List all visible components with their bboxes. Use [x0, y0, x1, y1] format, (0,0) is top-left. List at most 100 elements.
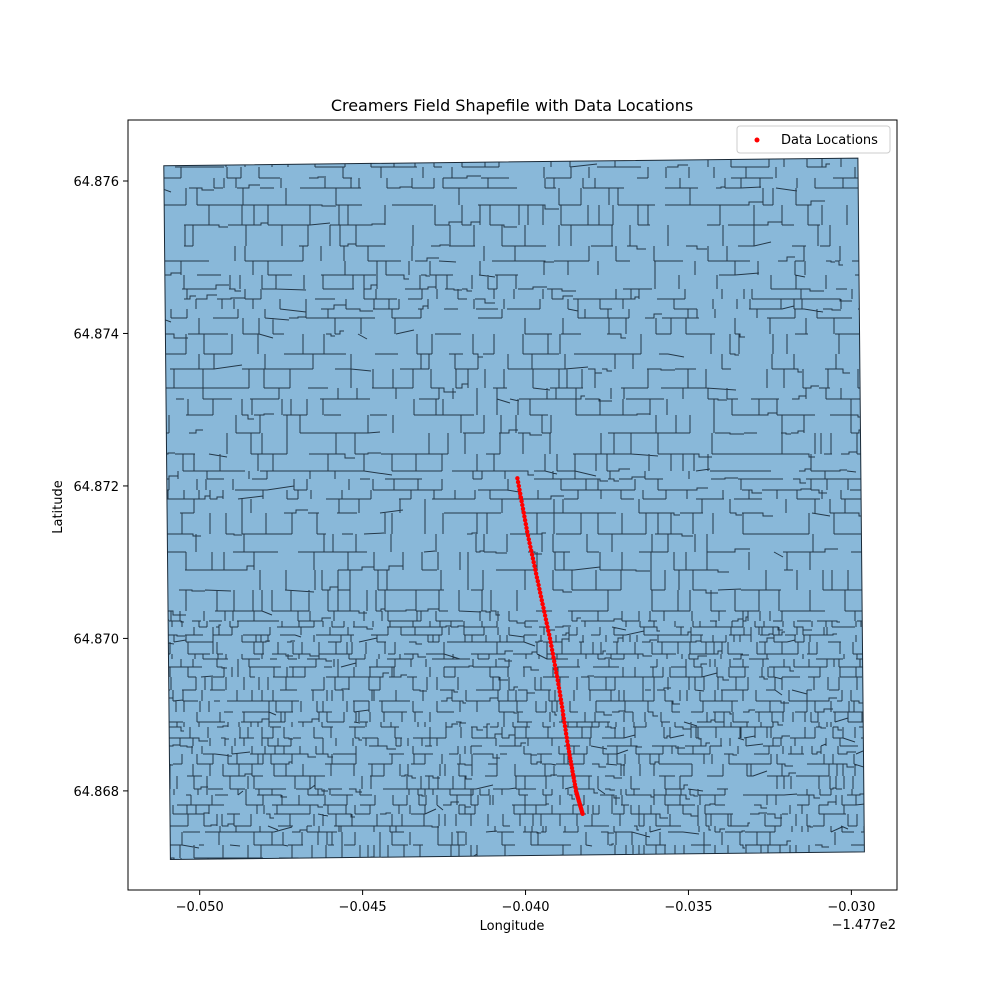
data-location-point — [515, 479, 521, 485]
data-location-point — [545, 624, 550, 630]
x-axis-offset-label: −1.477e2 — [832, 918, 896, 933]
data-location-point — [542, 613, 548, 618]
data-location-point — [559, 704, 565, 710]
data-location-point — [557, 689, 562, 694]
legend-box — [736, 125, 891, 154]
data-location-point — [563, 731, 569, 736]
data-location-point — [550, 651, 555, 656]
data-location-point — [515, 476, 520, 481]
data-location-point — [572, 778, 577, 784]
data-location-point — [520, 506, 526, 511]
data-location-point — [543, 617, 549, 622]
data-location-point — [556, 685, 562, 691]
data-location-point — [519, 499, 524, 504]
data-location-point — [551, 655, 556, 660]
data-location-point — [546, 628, 551, 633]
legend-label: Data Locations — [781, 133, 878, 148]
x-tick-label: −0.035 — [664, 900, 712, 915]
data-location-point — [517, 487, 522, 492]
legend: Data Locations — [736, 125, 891, 154]
data-location-point — [549, 647, 555, 653]
data-location-point — [524, 525, 529, 531]
data-location-point — [553, 666, 558, 672]
x-tick-label: −0.040 — [501, 900, 549, 915]
data-location-point — [518, 495, 524, 500]
data-location-point — [558, 697, 564, 702]
data-location-point — [540, 601, 545, 607]
x-tick-label: −0.045 — [339, 900, 387, 915]
data-location-point — [561, 712, 566, 717]
x-axis-ticks: −0.050 −0.045 −0.040 −0.035 −0.030 — [176, 890, 875, 915]
x-axis-title: Longitude — [480, 919, 545, 934]
data-location-point — [573, 785, 578, 790]
data-location-point — [568, 759, 573, 764]
data-location-point — [529, 548, 534, 553]
data-location-point — [563, 727, 568, 733]
data-location-point — [547, 632, 552, 637]
y-tick-label: 64.876 — [74, 175, 120, 190]
data-location-point — [565, 739, 570, 744]
data-location-point — [541, 605, 546, 611]
data-location-point — [556, 682, 561, 687]
data-location-point — [523, 521, 528, 527]
data-location-point — [533, 567, 538, 572]
data-location-point — [548, 640, 553, 645]
data-location-point — [516, 483, 521, 489]
data-location-point — [580, 811, 585, 816]
data-location-point — [539, 598, 544, 603]
y-tick-label: 64.874 — [74, 327, 120, 342]
data-location-point — [568, 756, 573, 761]
data-location-point — [552, 659, 557, 664]
data-location-point — [571, 775, 576, 780]
data-location-point — [564, 735, 569, 740]
data-location-point — [533, 571, 539, 576]
x-tick-label: −0.030 — [827, 900, 875, 915]
data-location-point — [526, 537, 531, 542]
data-location-point — [538, 590, 543, 595]
data-location-point — [558, 693, 563, 698]
data-location-point — [554, 674, 560, 679]
data-location-point — [552, 662, 558, 668]
data-location-point — [537, 586, 542, 592]
data-location-point — [549, 643, 554, 649]
data-location-point — [555, 678, 560, 683]
data-location-point — [534, 575, 540, 580]
y-tick-label: 64.870 — [74, 632, 120, 647]
y-tick-label: 64.872 — [74, 480, 120, 495]
data-locations-series — [515, 476, 585, 816]
data-location-point — [562, 723, 568, 729]
y-tick-label: 64.868 — [74, 785, 120, 800]
parcel-boundary-lines — [163, 158, 865, 860]
data-location-point — [525, 533, 531, 538]
data-location-point — [542, 609, 547, 614]
data-location-point — [518, 491, 523, 496]
data-location-point — [530, 556, 536, 561]
data-location-point — [547, 636, 553, 641]
axes-frame — [127, 119, 898, 891]
data-location-point — [528, 544, 533, 550]
data-location-point — [544, 621, 549, 626]
data-location-point — [560, 708, 565, 713]
data-location-point — [535, 579, 540, 584]
x-tick-label: −0.050 — [176, 900, 224, 915]
data-location-point — [532, 563, 537, 569]
data-location-point — [522, 514, 527, 519]
data-location-point — [527, 540, 532, 546]
chart-title: Creamers Field Shapefile with Data Locat… — [331, 96, 693, 115]
legend-marker — [754, 137, 760, 143]
data-location-point — [570, 769, 575, 774]
data-location-point — [569, 765, 575, 771]
data-location-point — [562, 720, 567, 725]
data-location-point — [520, 502, 525, 508]
data-location-point — [538, 594, 544, 599]
data-location-point — [529, 552, 535, 557]
data-location-point — [565, 742, 571, 748]
y-axis-ticks: 64.868 64.870 64.872 64.874 64.876 — [74, 175, 128, 800]
data-location-point — [531, 560, 536, 565]
parcel-boundaries — [163, 158, 865, 860]
data-location-point — [561, 716, 566, 721]
data-location-point — [521, 510, 526, 515]
data-location-point — [566, 746, 571, 751]
data-location-point — [522, 518, 528, 523]
